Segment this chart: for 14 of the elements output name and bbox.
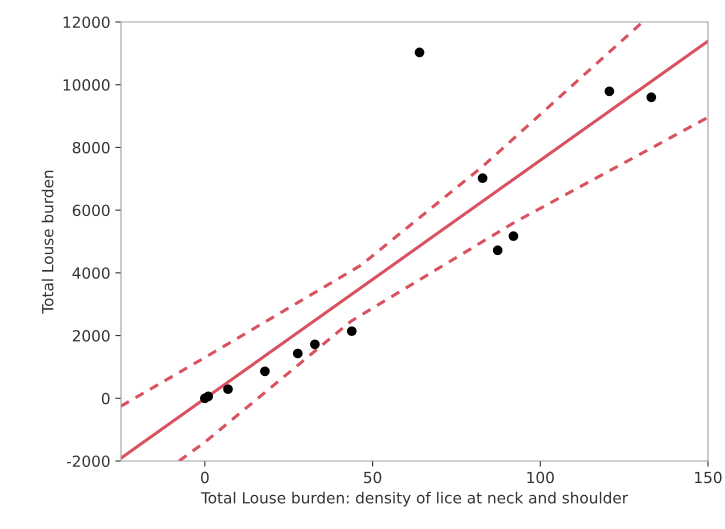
y-tick-label: 6000 xyxy=(72,204,110,216)
y-tick-label: 4000 xyxy=(72,267,110,279)
x-tick-label: 100 xyxy=(527,472,554,484)
x-tick-label: 50 xyxy=(364,472,382,484)
y-tick-label: 2000 xyxy=(72,330,110,342)
y-tick-label: 10000 xyxy=(64,79,110,91)
y-axis-title: Total Louse burden xyxy=(42,170,54,314)
y-tick-label: -2000 xyxy=(66,455,110,468)
y-tick-label: 8000 xyxy=(72,142,110,154)
x-tick-label: 0 xyxy=(201,472,209,484)
x-tick-label: 150 xyxy=(695,472,722,484)
y-tick-label: 12000 xyxy=(64,16,110,28)
y-tick-label: 0 xyxy=(102,392,110,404)
x-axis-title: Total Louse burden: density of lice at neck and shoulder xyxy=(200,492,628,507)
